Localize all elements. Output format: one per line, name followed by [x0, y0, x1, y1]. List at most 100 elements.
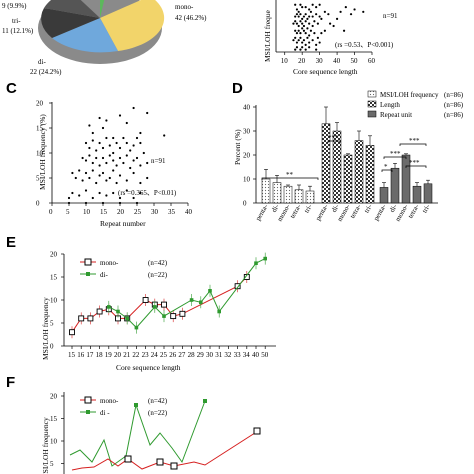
panel-c-point	[142, 151, 145, 155]
panel-c-point	[84, 141, 88, 145]
panel-b-point	[302, 39, 306, 42]
panel-e-marker-di	[107, 305, 111, 309]
panel-b-point	[311, 15, 314, 18]
panel-c-xtick-label: 15	[100, 208, 108, 216]
pie-label-42: 42 (46.2%)	[175, 14, 207, 22]
panel-c-point	[78, 169, 81, 172]
panel-f-markers	[124, 399, 261, 470]
panel-f-ylabel: MSI/LOH frequency	[41, 417, 50, 474]
panel-e-xtick-label: 21	[123, 351, 131, 359]
panel-c-point	[105, 136, 108, 140]
panel-b-point	[315, 48, 318, 51]
panel-b-point	[362, 10, 365, 13]
panel-e-xtick-label: 40	[252, 351, 260, 359]
panel-c-point	[88, 146, 91, 150]
panel-d-xtick-label: tetra-	[288, 202, 303, 219]
panel-d-xtick-label: di-	[270, 202, 281, 213]
panel-f-ytick-label: 10	[50, 438, 58, 446]
legend-n-repeat: (n=86)	[444, 111, 464, 119]
panel-c-point	[135, 156, 139, 160]
panel-d-bar	[261, 178, 271, 204]
pie-label-9: 9 (9.9%)	[2, 2, 27, 10]
panel-e-marker-mono	[179, 310, 186, 317]
panel-d-bar	[272, 182, 282, 204]
legend-f-mono-marker	[84, 396, 92, 404]
panel-b-point	[318, 15, 321, 18]
panel-c-point	[118, 174, 122, 177]
panel-b-rs: (rs =0.53、P<0.001)	[335, 41, 394, 49]
panel-d-ytick-label: 0	[243, 200, 247, 208]
panel-c-xtick-label: 5	[66, 208, 70, 216]
panel-b-point	[299, 31, 302, 35]
pie-label-22: 22 (24.2%)	[30, 68, 62, 76]
panel-b-point	[302, 24, 306, 28]
panel-c-point	[105, 194, 108, 197]
panel-b-point	[304, 43, 307, 47]
panel-c-point	[132, 106, 135, 110]
panel-d-ytick-label: 20	[243, 152, 251, 160]
panel-b-point	[320, 31, 323, 35]
panel-b-point	[304, 5, 307, 9]
panel-c-point	[91, 161, 94, 165]
panel-d-bar	[423, 183, 433, 204]
panel-e-series-di	[108, 258, 266, 329]
panel-c-point	[81, 156, 84, 160]
panel-b-point	[329, 22, 332, 25]
significance-brackets	[261, 140, 427, 180]
panel-d-bar	[365, 145, 375, 204]
panel-e-xtick-label: 16	[77, 351, 85, 359]
legend-f-mono-label: mono-	[100, 397, 119, 405]
panel-c-point	[95, 149, 98, 152]
legend-mono-n: (n=42)	[148, 259, 168, 267]
panel-c-xtick-label: 10	[83, 208, 91, 216]
panel-e-marker-mono	[96, 308, 103, 315]
panel-b-point	[299, 36, 302, 39]
panel-e-series-mono	[71, 276, 248, 333]
panel-b-point	[297, 24, 300, 28]
panel-b-point	[309, 10, 313, 13]
panel-d-xtick-label: di-	[330, 202, 341, 213]
panel-e-marker-mono	[161, 301, 167, 308]
panel-c-point	[118, 196, 122, 200]
panel-e-marker-di	[189, 298, 194, 302]
panel-b-ylabel: MSI/LOH freque	[263, 9, 272, 62]
panel-e-xlabel: Core sequence length	[116, 363, 181, 372]
pie-label-tri: tri-	[12, 17, 21, 25]
panel-c-ytick-label: 15	[36, 125, 44, 133]
panel-b-point	[299, 3, 302, 6]
panel-f-ytick-label: 20	[50, 393, 58, 401]
panel-c-point	[118, 156, 122, 160]
panel-c-point	[112, 191, 115, 195]
panel-c-xtick-label: 30	[151, 208, 159, 216]
panel-c-point	[112, 169, 115, 172]
panel-f-ytick-label: 5	[50, 460, 54, 468]
panel-c-point	[139, 141, 142, 145]
panel-d-bar	[379, 187, 389, 204]
panel-c-rs: (rs =0.365、P<0.01)	[118, 189, 177, 197]
panel-c-point	[88, 124, 91, 127]
legend-mono-marker	[84, 258, 92, 266]
panel-e-marker-mono	[142, 297, 149, 303]
panel-d-ylabel: Percent (%)	[233, 129, 242, 165]
panel-d-xtick-label: tetra-	[406, 202, 421, 219]
panel-c-xtick-label: 35	[168, 208, 176, 216]
panel-c-point	[112, 159, 115, 162]
panel-c-point	[108, 154, 111, 157]
legend-label-repeat: Repeat unit	[380, 111, 412, 119]
panel-b-point	[299, 13, 302, 16]
panel-c-point	[84, 159, 88, 162]
panel-e-marker-mono	[87, 315, 94, 322]
panel-b-point	[302, 29, 306, 32]
panel-b-point	[309, 29, 313, 32]
panel-a: 9 (9.9%) tri- 11 (12.1%) mono- 42 (46.2%…	[2, 0, 207, 76]
panel-e-marker-di	[134, 325, 139, 330]
panel-b-point	[292, 22, 295, 25]
panel-b-point	[294, 3, 297, 6]
pie-slice-other	[44, 0, 100, 18]
panel-f-di-series	[69, 400, 206, 467]
panel-e-marker-di	[162, 314, 166, 318]
panel-c-point	[112, 136, 115, 140]
